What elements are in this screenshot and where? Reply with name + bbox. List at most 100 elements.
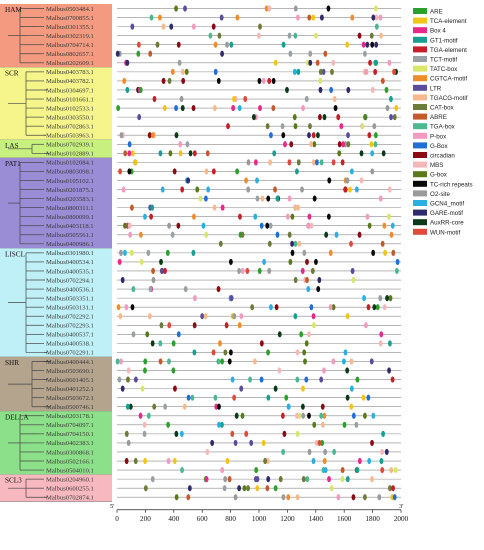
motif-marker — [349, 168, 354, 175]
legend-swatch — [413, 209, 427, 216]
motif-marker — [258, 104, 262, 112]
gene-label: Malbus0702863.1 — [46, 123, 94, 130]
gene-label: Malbus0503131.1 — [46, 304, 94, 311]
motif-marker — [345, 177, 350, 184]
motif-marker — [390, 222, 395, 229]
motif-marker — [289, 141, 294, 148]
motif-marker — [354, 421, 359, 428]
gene-label: Malbus0600255.1 — [46, 485, 94, 492]
gene-label: Malbus0203178.1 — [46, 413, 94, 420]
motif-marker — [116, 304, 121, 311]
motif-marker — [307, 448, 312, 456]
motif-marker — [136, 50, 141, 57]
motif-marker — [357, 457, 362, 465]
motif-marker — [119, 358, 123, 365]
motif-marker — [257, 77, 262, 85]
motif-marker — [147, 313, 152, 320]
gene-label: Malbus0400534.1 — [46, 259, 94, 266]
motif-marker — [287, 32, 292, 39]
group-label-ham: HAM — [5, 6, 22, 14]
motif-marker — [307, 213, 312, 220]
motif-marker — [285, 213, 290, 220]
motif-marker — [381, 430, 386, 437]
motif-marker — [162, 104, 167, 112]
motif-marker — [191, 104, 196, 112]
motif-marker — [312, 195, 317, 202]
motif-marker — [359, 177, 364, 184]
motif-marker — [360, 123, 365, 130]
motif-marker — [182, 403, 187, 410]
gene-label: Malbus0803098.1 — [46, 169, 94, 176]
motif-marker — [366, 304, 371, 311]
motif-marker — [174, 132, 179, 139]
motif-marker — [225, 41, 229, 48]
motif-marker — [311, 457, 316, 465]
motif-marker — [158, 358, 163, 365]
motif-marker — [205, 448, 210, 456]
motif-marker — [255, 177, 259, 184]
motif-marker — [138, 412, 143, 419]
legend-label: TCT-motif — [430, 57, 457, 64]
gene-label: Malbus0503484.1 — [46, 6, 94, 13]
motif-marker — [143, 485, 148, 492]
motif-marker — [305, 276, 309, 284]
motif-marker — [216, 358, 221, 365]
motif-marker — [176, 41, 181, 48]
legend-swatch — [413, 46, 427, 53]
motif-marker — [385, 104, 390, 112]
motif-marker — [389, 114, 393, 121]
motif-marker — [359, 150, 364, 157]
motif-marker — [377, 494, 382, 501]
motif-marker — [273, 59, 278, 66]
motif-marker — [125, 403, 130, 410]
motif-marker — [125, 86, 130, 94]
motif-marker — [229, 295, 234, 302]
motif-marker — [137, 114, 142, 121]
motif-marker — [379, 32, 384, 39]
motif-marker — [229, 41, 234, 48]
motif-marker — [303, 358, 307, 365]
motif-marker — [192, 150, 197, 157]
motif-marker — [253, 476, 258, 483]
motif-marker — [220, 421, 224, 428]
gene-label: Malbus0503963.1 — [46, 133, 94, 140]
motif-marker — [195, 186, 200, 193]
motif-marker — [307, 132, 311, 139]
gene-label: Malbus0503351.1 — [46, 295, 94, 302]
motif-marker — [364, 322, 368, 329]
motif-marker — [312, 141, 317, 148]
motif-marker — [295, 168, 299, 175]
axis-tick-label: 1400 — [309, 515, 324, 523]
motif-marker — [127, 150, 132, 157]
motif-marker — [261, 77, 266, 85]
motif-marker — [159, 258, 163, 266]
motif-marker — [388, 485, 392, 492]
motif-marker — [249, 439, 254, 447]
motif-marker — [204, 231, 209, 238]
motif-marker — [245, 267, 250, 275]
motif-marker — [385, 295, 389, 302]
motif-marker — [369, 358, 374, 365]
motif-marker — [152, 403, 157, 410]
motif-marker — [198, 195, 203, 202]
legend-label: TCA-element — [430, 18, 467, 25]
motif-marker — [334, 231, 339, 238]
legend-label: WUN-motif — [430, 229, 461, 236]
motif-marker — [367, 132, 372, 139]
motif-marker — [331, 59, 336, 66]
legend-label: CGTCA-motif — [430, 76, 467, 83]
gene-label: Malbus0400538.1 — [46, 341, 94, 348]
gene-label: Malbus0400444.1 — [46, 359, 94, 366]
motif-marker — [378, 295, 383, 302]
motif-marker — [392, 114, 397, 121]
gene-label: Malbus0400537.1 — [46, 332, 94, 339]
motif-marker — [143, 213, 147, 220]
gene-label: Malbus0402383.1 — [46, 440, 94, 447]
legend-swatch — [413, 27, 427, 34]
motif-marker — [345, 367, 350, 374]
legend-label: TGA-box — [430, 124, 456, 131]
motif-marker — [163, 403, 168, 410]
legend-swatch — [413, 8, 427, 14]
motif-marker — [320, 14, 324, 21]
motif-marker — [174, 430, 179, 437]
